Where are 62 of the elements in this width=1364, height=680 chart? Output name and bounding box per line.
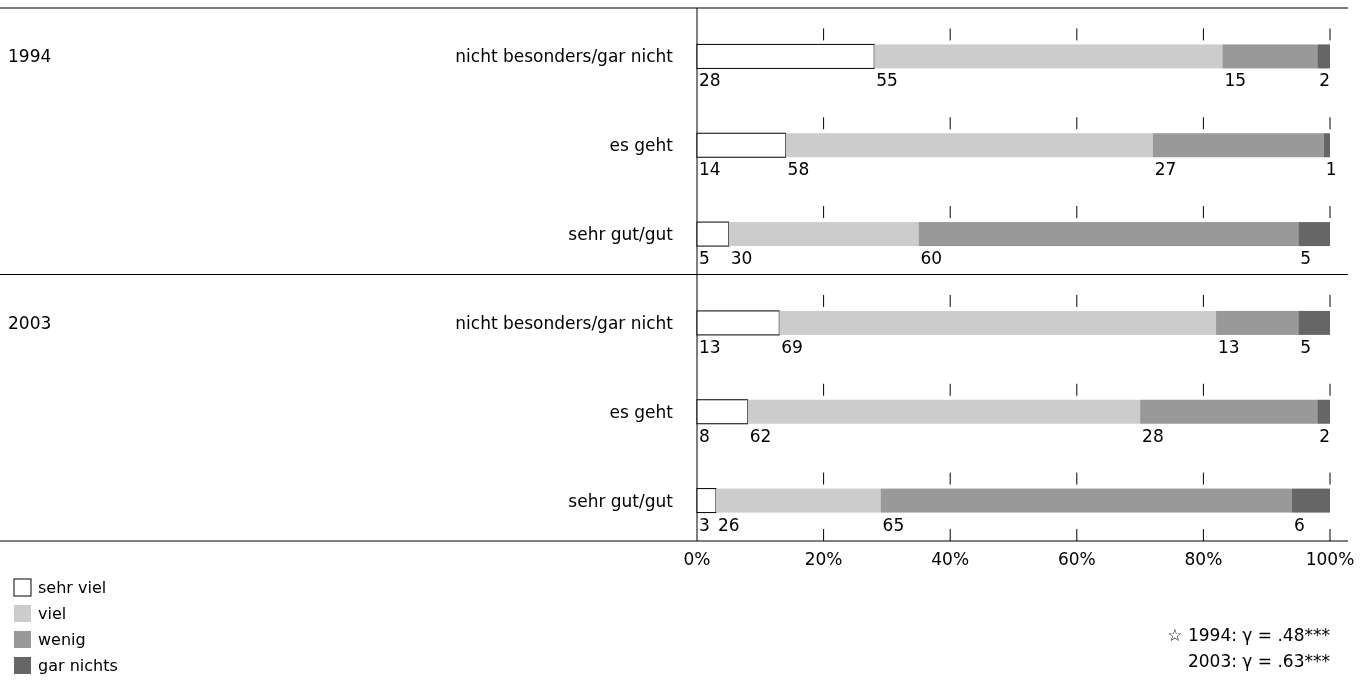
bar: [785, 133, 1153, 158]
data-label: 58: [787, 159, 810, 180]
data-label: 62: [749, 425, 772, 446]
bar: [728, 222, 919, 247]
data-label: 69: [781, 336, 803, 357]
bar: [1323, 133, 1330, 158]
data-label: 60: [920, 248, 943, 269]
bar: [747, 399, 1141, 424]
bar: [1298, 222, 1330, 247]
data-label: 13: [699, 336, 721, 357]
data-label: 5: [1300, 336, 1312, 357]
legend-label: viel: [38, 604, 67, 623]
data-label: 30: [730, 248, 753, 269]
legend-label: gar nichts: [38, 656, 118, 675]
data-label: 55: [876, 70, 898, 91]
data-label: 2: [1319, 70, 1331, 91]
bar: [1216, 310, 1299, 335]
bar: [1140, 399, 1318, 424]
bar: [1317, 399, 1330, 424]
y-tick-label: sehr gut/gut: [568, 224, 674, 245]
x-tick-label: 40%: [931, 549, 970, 569]
data-label: 14: [699, 159, 721, 180]
data-label: 5: [1300, 248, 1312, 269]
bar: [1292, 488, 1330, 513]
bar: [715, 488, 881, 513]
x-tick-label: 20%: [804, 549, 843, 569]
data-label: 8: [699, 425, 710, 446]
y-tick-label: nicht besonders/gar nicht: [455, 46, 674, 67]
bar: [1317, 44, 1330, 69]
x-tick-label: 0%: [683, 549, 711, 569]
data-label: 28: [1142, 425, 1164, 446]
text: 2003: γ = .63***: [1187, 651, 1330, 671]
data-label: 1: [1325, 159, 1337, 180]
x-tick-label: 60%: [1057, 549, 1096, 569]
bar: [779, 310, 1217, 335]
y-tick-label: es geht: [609, 135, 674, 156]
y-tick-label: sehr gut/gut: [568, 490, 674, 511]
data-label: 13: [1218, 336, 1240, 357]
text: ☆ 1994: γ = .48***: [1167, 625, 1330, 645]
y-tick-label: nicht besonders/gar nicht: [455, 312, 674, 333]
data-label: 27: [1154, 159, 1177, 180]
bar: [880, 488, 1293, 513]
y-tick-label: es geht: [609, 401, 674, 422]
bar: [918, 222, 1299, 247]
data-label: 3: [699, 514, 710, 535]
legend-label: wenig: [38, 630, 86, 649]
bar: [1222, 44, 1318, 69]
y-axis-title: 1994: [8, 46, 52, 67]
data-label: 26: [717, 514, 740, 535]
data-label: 6: [1294, 514, 1305, 535]
x-tick-label: 100%: [1305, 549, 1355, 569]
x-tick-label: 80%: [1184, 549, 1223, 569]
data-label: 28: [699, 70, 721, 91]
legend-label: sehr viel: [38, 578, 107, 597]
data-label: 15: [1224, 70, 1247, 91]
bar: [1152, 133, 1324, 158]
bar: [874, 44, 1223, 69]
data-label: 5: [699, 248, 710, 269]
data-label: 2: [1319, 425, 1331, 446]
y-axis-title: 2003: [8, 312, 52, 333]
data-label: 65: [882, 514, 905, 535]
bar: [1298, 310, 1330, 335]
